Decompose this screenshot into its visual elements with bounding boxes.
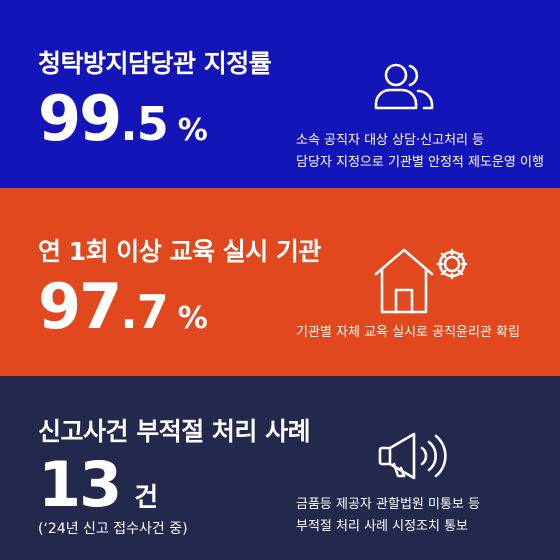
stat-unit: % — [177, 113, 208, 148]
improper-cases-stat: 13 건 — [38, 454, 158, 516]
stat-note: (‘24년 신고 접수사건 중) — [38, 521, 188, 537]
description-line: 기관별 자체 교육 실시로 공직윤리관 확립 — [296, 325, 520, 340]
panel-education-rate: 연 1회 이상 교육 실시 기관 97.7% 기관별 자체 교육 실시로 공직윤… — [0, 188, 560, 376]
description-line: 금품등 제공자 관할법원 미통보 등 — [296, 497, 480, 512]
panel-improper-cases: 신고사건 부적절 처리 사례 13 건 (‘24년 신고 접수사건 중) 금품등 … — [0, 376, 560, 560]
description-line: 부적절 처리 사례 시정조치 통보 — [296, 519, 469, 534]
description-line: 소속 공직자 대상 상담·신고처리 등 — [296, 133, 485, 148]
panel-title: 연 1회 이상 교육 실시 기관 — [38, 237, 321, 266]
panel-description: 금품등 제공자 관할법원 미통보 등 부적절 처리 사례 시정조치 통보 — [296, 494, 480, 538]
panel-title: 청탁방지담당관 지정률 — [38, 49, 272, 78]
stat-integer: 97 — [38, 270, 122, 343]
stat-decimal: .7 — [120, 285, 168, 339]
house-gear-icon — [374, 248, 468, 314]
designation-rate-stat: 99.5% — [38, 88, 208, 150]
stat-decimal: .5 — [120, 97, 168, 151]
panel-description: 기관별 자체 교육 실시로 공직윤리관 확립 — [296, 322, 520, 344]
stat-unit: % — [177, 301, 208, 336]
stat-integer: 13 — [38, 448, 122, 521]
stat-integer: 99 — [38, 82, 122, 155]
megaphone-icon — [378, 432, 447, 480]
panel-description: 소속 공직자 대상 상담·신고처리 등 담당자 지정으로 기관별 안정적 제도운… — [296, 130, 544, 174]
panel-title: 신고사건 부적절 처리 사례 — [38, 417, 311, 446]
panel-designation-rate: 청탁방지담당관 지정률 99.5% 소속 공직자 대상 상담·신고처리 등 담당… — [0, 0, 560, 188]
education-rate-stat: 97.7% — [38, 276, 208, 338]
people-icon — [374, 63, 434, 110]
description-line: 담당자 지정으로 기관별 안정적 제도운영 이행 — [296, 155, 544, 170]
stat-unit: 건 — [134, 483, 159, 513]
